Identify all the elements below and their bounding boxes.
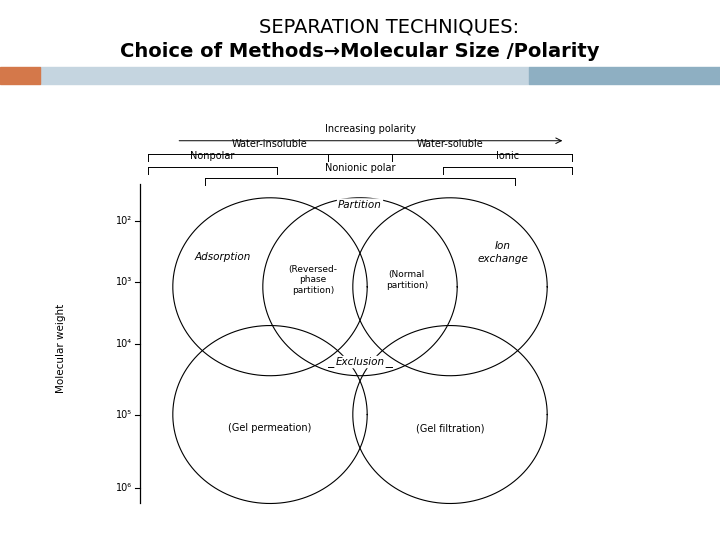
Text: Increasing polarity: Increasing polarity — [325, 124, 416, 134]
Bar — [529, 68, 720, 84]
Text: 10²: 10² — [116, 215, 132, 226]
Text: (Reversed-
phase
partition): (Reversed- phase partition) — [289, 265, 338, 295]
Text: Molecular weight: Molecular weight — [56, 303, 66, 393]
Text: SEPARATION TECHNIQUES:: SEPARATION TECHNIQUES: — [258, 17, 519, 37]
Text: Nonpolar: Nonpolar — [190, 151, 235, 161]
Text: Exclusion: Exclusion — [336, 357, 384, 367]
Text: Ionic: Ionic — [496, 151, 519, 161]
Text: 10⁵: 10⁵ — [116, 409, 132, 420]
Text: (Gel permeation): (Gel permeation) — [228, 423, 312, 433]
Text: Nonionic polar: Nonionic polar — [325, 163, 395, 173]
Bar — [40, 68, 529, 84]
Text: Water-soluble: Water-soluble — [417, 139, 483, 149]
Bar — [0, 68, 40, 84]
Text: Partition: Partition — [338, 200, 382, 210]
Text: (Gel filtration): (Gel filtration) — [415, 423, 485, 433]
Text: Adsorption: Adsorption — [195, 252, 251, 262]
Text: Choice of Methods→Molecular Size /Polarity: Choice of Methods→Molecular Size /Polari… — [120, 42, 600, 61]
Text: 10³: 10³ — [115, 277, 132, 287]
Text: (Normal
partition): (Normal partition) — [386, 270, 428, 290]
Text: 10⁶: 10⁶ — [116, 483, 132, 492]
Text: 10⁴: 10⁴ — [116, 339, 132, 349]
Text: Water-insoluble: Water-insoluble — [232, 139, 308, 149]
Text: Ion
exchange: Ion exchange — [477, 241, 528, 264]
